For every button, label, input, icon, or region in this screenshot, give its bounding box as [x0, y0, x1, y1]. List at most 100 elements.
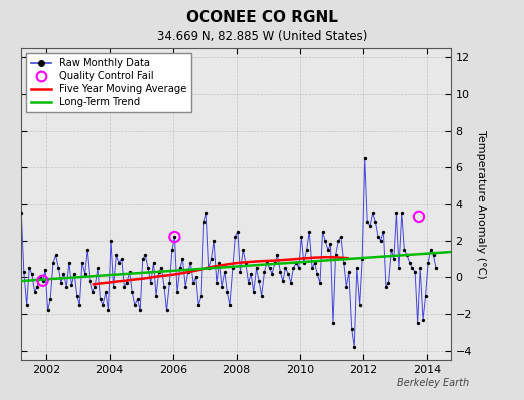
Point — [279, 278, 287, 284]
Point — [210, 238, 219, 244]
Point — [19, 269, 28, 275]
Point — [123, 280, 131, 286]
Point — [218, 283, 226, 290]
Point — [408, 265, 417, 272]
Point — [255, 278, 263, 284]
Point — [215, 260, 224, 266]
Point — [305, 228, 313, 235]
Point — [289, 265, 298, 272]
Point — [204, 265, 213, 272]
Point — [83, 247, 91, 253]
Point — [313, 270, 321, 277]
Point — [302, 247, 311, 253]
Point — [91, 283, 100, 290]
Point — [340, 260, 348, 266]
Point — [117, 256, 126, 262]
Point — [110, 283, 118, 290]
Point — [297, 234, 305, 240]
Point — [236, 269, 245, 275]
Point — [374, 234, 382, 240]
Point — [191, 274, 200, 281]
Point — [228, 265, 237, 272]
Point — [398, 210, 406, 216]
Point — [147, 280, 155, 286]
Point — [292, 260, 300, 266]
Point — [342, 283, 351, 290]
Point — [81, 270, 89, 277]
Point — [276, 269, 285, 275]
Point — [73, 292, 81, 299]
Point — [247, 270, 255, 277]
Point — [257, 292, 266, 299]
Point — [70, 270, 79, 277]
Point — [162, 307, 171, 314]
Point — [102, 289, 110, 295]
Point — [86, 278, 94, 284]
Point — [413, 320, 422, 326]
Point — [271, 260, 279, 266]
Point — [223, 289, 232, 295]
Point — [361, 155, 369, 161]
Point — [38, 278, 47, 284]
Point — [347, 326, 356, 332]
Point — [23, 302, 31, 308]
Y-axis label: Temperature Anomaly (°C): Temperature Anomaly (°C) — [476, 130, 486, 278]
Point — [372, 219, 380, 226]
Point — [350, 344, 358, 350]
Point — [284, 270, 292, 277]
Point — [128, 289, 136, 295]
Point — [183, 269, 192, 275]
Point — [120, 283, 128, 290]
Point — [268, 270, 276, 277]
Point — [168, 247, 176, 253]
Point — [62, 283, 71, 290]
Point — [392, 210, 401, 216]
Point — [46, 296, 54, 303]
Point — [245, 280, 253, 286]
Point — [395, 265, 403, 272]
Point — [384, 280, 392, 286]
Point — [130, 302, 139, 308]
Point — [287, 280, 295, 286]
Text: OCONEE CO RGNL: OCONEE CO RGNL — [186, 10, 338, 25]
Text: Berkeley Earth: Berkeley Earth — [397, 378, 469, 388]
Point — [138, 256, 147, 262]
Point — [308, 265, 316, 272]
Point — [406, 260, 414, 266]
Point — [432, 265, 440, 272]
Point — [149, 260, 158, 266]
Point — [353, 265, 361, 272]
Point — [136, 307, 145, 314]
Point — [144, 265, 152, 272]
Point — [200, 219, 208, 226]
Point — [387, 247, 396, 253]
Point — [202, 210, 210, 216]
Point — [141, 252, 149, 258]
Point — [99, 302, 107, 308]
Point — [321, 238, 329, 244]
Legend: Raw Monthly Data, Quality Control Fail, Five Year Moving Average, Long-Term Tren: Raw Monthly Data, Quality Control Fail, … — [26, 53, 191, 112]
Point — [152, 292, 160, 299]
Point — [43, 307, 52, 314]
Point — [134, 296, 142, 303]
Point — [376, 238, 385, 244]
Point — [157, 265, 166, 272]
Point — [194, 302, 202, 308]
Point — [221, 269, 229, 275]
Point — [33, 283, 41, 290]
Point — [226, 302, 234, 308]
Point — [234, 228, 242, 235]
Point — [324, 247, 332, 253]
Point — [75, 302, 83, 308]
Point — [78, 260, 86, 266]
Point — [28, 270, 36, 277]
Point — [186, 260, 194, 266]
Point — [94, 265, 102, 272]
Point — [390, 256, 398, 262]
Point — [54, 265, 62, 272]
Point — [155, 269, 163, 275]
Point — [379, 228, 388, 235]
Point — [274, 252, 282, 258]
Point — [419, 316, 427, 323]
Point — [421, 292, 430, 299]
